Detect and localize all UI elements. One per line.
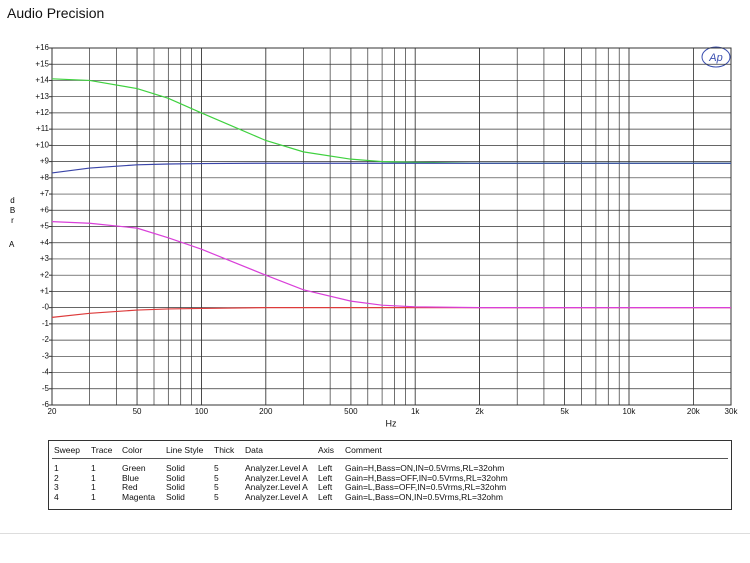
x-tick-label: 200 (259, 407, 273, 416)
table-cell: Left (318, 463, 333, 473)
table-cell: Axis (318, 445, 335, 455)
plot-frame (51, 47, 732, 406)
table-cell: Gain=L,Bass=ON,IN=0.5Vrms,RL=32ohm (345, 491, 503, 502)
page-title: Audio Precision (7, 5, 105, 21)
x-tick-label: 30k (725, 407, 739, 416)
table-cell: Data (245, 445, 263, 455)
table-cell: 5 (214, 472, 219, 483)
y-tick-label: +8 (40, 173, 50, 182)
table-cell: Thick (214, 445, 235, 455)
table-cell: Analyzer.Level A (245, 463, 308, 473)
table-cell: 5 (214, 482, 219, 492)
logo: Ap (708, 52, 722, 64)
x-tick-label: 500 (344, 407, 358, 416)
table-cell: 4 (54, 491, 59, 502)
table-cell: 5 (214, 491, 219, 502)
table-cell: Blue (122, 472, 140, 483)
series-line (51, 162, 731, 174)
y-tick-label: +16 (35, 43, 49, 52)
x-tick-label: 1k (411, 407, 420, 416)
y-axis-label: dBr (8, 196, 17, 226)
table-cell: 2 (54, 472, 59, 483)
x-axis-label: Hz (386, 418, 397, 428)
table-cell: Analyzer.Level A (245, 472, 308, 483)
table-cell: 1 (91, 472, 96, 483)
y-tick-label: +10 (35, 140, 49, 149)
chart: Hz Ap +16 +15 +14 +13 +12 +11 +10 +9 +8 +7 +6 +5 +4 +… (35, 43, 739, 428)
y-tick-label: -5 (42, 384, 50, 393)
table-cell: Trace (91, 445, 113, 455)
y-tick-label: +4 (40, 238, 50, 247)
table-cell: Left (318, 482, 333, 492)
y-tick-label: -2 (42, 335, 50, 344)
series-line (51, 221, 731, 309)
table-cell: 5 (214, 463, 219, 473)
table-cell: Solid (166, 491, 185, 502)
y-tick-label: +2 (40, 270, 50, 279)
table-cell: 1 (91, 482, 96, 492)
y-tick-label: +15 (35, 59, 49, 68)
y-tick-label: +11 (36, 124, 50, 133)
table-cell: 1 (91, 491, 96, 502)
y-tick-label: -4 (42, 368, 50, 377)
x-tick-label: 20k (687, 407, 701, 416)
table-cell: Color (122, 445, 143, 455)
grid (51, 47, 732, 406)
table-cell: Gain=L,Bass=OFF,IN=0.5Vrms,RL=32ohm (345, 482, 507, 492)
table-cell: Magenta (122, 491, 156, 502)
y-tick-label: +7 (40, 189, 50, 198)
x-tick-label: 2k (475, 407, 484, 416)
y-tick-label: +3 (40, 254, 50, 263)
table-cell: 1 (54, 463, 59, 473)
logo-badge (701, 46, 731, 68)
y-tick-label: +6 (40, 205, 50, 214)
y-axis-label: A (9, 240, 15, 249)
table-cell: Analyzer.Level A (245, 482, 308, 492)
table-cell: Green (122, 463, 146, 473)
table-cell: Red (122, 482, 138, 492)
table-cell: Line Style (166, 445, 204, 455)
table-cell: 3 (54, 482, 59, 492)
x-tick-label: 10k (623, 407, 637, 416)
table-cell: 1 (91, 463, 96, 473)
table-cell: Gain=H,Bass=ON,IN=0.5Vrms,RL=32ohm (345, 463, 505, 473)
y-tick-label: +1 (40, 287, 50, 296)
y-tick-label: +13 (35, 92, 49, 101)
y-tick-label: -6 (42, 400, 50, 409)
y-tick-label: -1 (42, 319, 50, 328)
x-tick-label: 100 (195, 407, 209, 416)
y-tick-label: -0 (42, 303, 50, 312)
table-cell: Solid (166, 463, 185, 473)
table-cell: Sweep (54, 445, 80, 455)
table-cell: Gain=H,Bass=OFF,IN=0.5Vrms,RL=32ohm (345, 472, 508, 483)
table-cell: Comment (345, 445, 382, 455)
y-tick-label: -3 (42, 351, 50, 360)
table-cell: Left (318, 472, 333, 483)
table-cell: Solid (166, 482, 185, 492)
table-cell: Analyzer.Level A (245, 491, 308, 502)
x-tick-label: 5k (560, 407, 569, 416)
y-tick-label: +5 (40, 222, 50, 231)
y-tick-label: +14 (35, 76, 49, 85)
x-tick-label: 50 (133, 407, 142, 416)
table-cell: Left (318, 491, 333, 502)
legend-table: Sweep Trace Color Line Style Thick Data Axis Co… (48, 440, 732, 510)
x-tick-label: 20 (48, 407, 57, 416)
y-tick-label: +9 (40, 157, 50, 166)
y-tick-label: +12 (35, 108, 49, 117)
table-header-rule (52, 458, 728, 459)
table-cell: Solid (166, 472, 185, 483)
bottom-rule (0, 533, 750, 534)
